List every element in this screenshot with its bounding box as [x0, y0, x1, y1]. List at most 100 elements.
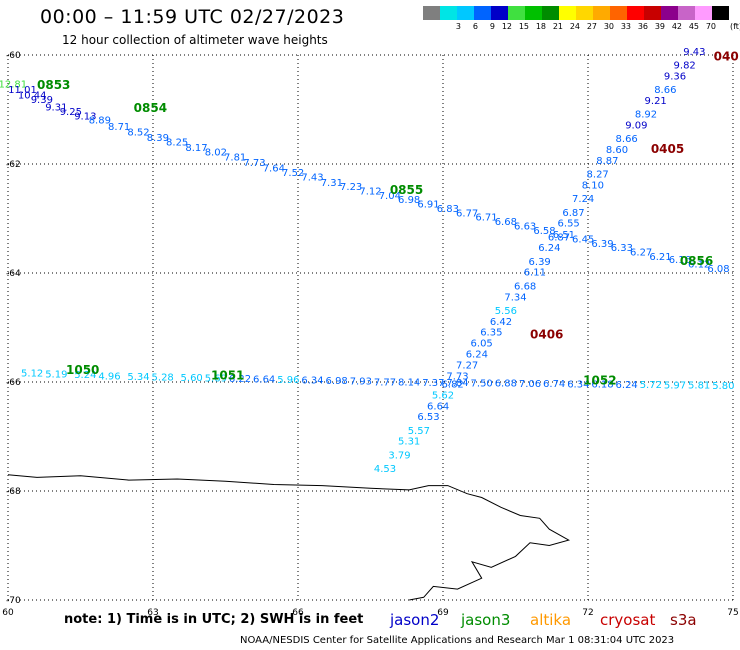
wave-height-point: 6.33 — [611, 243, 633, 254]
wave-height-point: 3.79 — [388, 450, 410, 461]
wave-height-point: 8.66 — [654, 85, 676, 96]
wave-height-point: 7.84 — [446, 378, 468, 389]
wave-height-point: 7.24 — [572, 194, 594, 205]
wave-height-point: 6.88 — [495, 378, 517, 389]
wave-height-point: 6.42 — [490, 317, 512, 328]
wave-height-point: 6.77 — [456, 208, 478, 219]
wave-height-point: 5.57 — [408, 426, 430, 437]
legend-label: 30 — [603, 22, 614, 31]
wave-height-point: 6.64 — [427, 401, 449, 412]
wave-height-point: 6.39 — [591, 239, 613, 250]
satellite-name: jason3 — [461, 611, 511, 629]
legend-swatch: 70 — [695, 6, 716, 31]
wave-height-point: 6.87 — [562, 208, 584, 219]
wave-height-point: 6.83 — [437, 204, 459, 215]
legend-label: 12 — [501, 22, 512, 31]
wave-height-point: 7.23 — [340, 182, 362, 193]
wave-height-point: 6.91 — [417, 200, 439, 211]
y-tick-label: -62 — [6, 160, 21, 170]
wave-height-point: 7.31 — [321, 178, 343, 189]
wave-height-point: 5.34 — [127, 372, 149, 383]
wave-height-point: 6.24 — [466, 349, 488, 360]
wave-height-point: 5.62 — [432, 390, 454, 401]
wave-height-point: 9.36 — [664, 72, 686, 83]
wave-height-point: 6.22 — [229, 374, 251, 385]
wave-height-point: 9.82 — [674, 61, 696, 72]
wave-height-point: 7.93 — [350, 377, 372, 388]
wave-height-point: 7.43 — [301, 172, 323, 183]
legend-swatch: 45 — [678, 6, 699, 31]
wave-height-point: 5.96 — [277, 375, 299, 386]
wave-height-point: 6.08 — [707, 264, 729, 275]
wave-height-point: 8.39 — [147, 133, 169, 144]
wave-height-point: 11.01 — [8, 85, 37, 96]
wave-height-point: 5.72 — [640, 380, 662, 391]
legend-label: 33 — [620, 22, 631, 31]
legend-label: 42 — [671, 22, 682, 31]
legend-label: 24 — [569, 22, 580, 31]
wave-height-point: 6.45 — [572, 234, 594, 245]
y-tick-label: -64 — [6, 269, 21, 279]
wave-height-point: 9.21 — [645, 96, 667, 107]
satellite-name: cryosat — [600, 611, 656, 629]
wave-height-point: 9.25 — [60, 107, 82, 118]
wave-height-point: 7.12 — [359, 187, 381, 198]
wave-height-point: 6.68 — [514, 281, 536, 292]
legend-swatch: 18 — [525, 6, 546, 31]
wave-height-point: 5.81 — [688, 381, 710, 392]
legend-swatch — [423, 6, 440, 20]
wave-height-point: 6.34 — [567, 379, 589, 390]
satellite-name: s3a — [670, 611, 697, 629]
wave-height-point: 6.27 — [630, 248, 652, 259]
legend-swatch: 3 — [440, 6, 461, 31]
wave-height-point: 7.64 — [263, 164, 285, 175]
legend-swatch: 21 — [542, 6, 563, 31]
legend-swatch: 27 — [576, 6, 597, 31]
wave-height-point: 5.56 — [495, 306, 517, 317]
pass-time-label: 0856 — [680, 254, 713, 268]
wave-height-point: 6.21 — [649, 252, 671, 263]
legend-label: 3 — [455, 22, 461, 31]
wave-height-point: 9.43 — [683, 47, 705, 58]
wave-height-point: 5.24 — [74, 370, 96, 381]
wave-height-point: 5.69 — [205, 373, 227, 384]
wave-height-point: 6.74 — [543, 379, 565, 390]
footer-credit: NOAA/NESDIS Center for Satellite Applica… — [240, 635, 675, 646]
wave-height-point: 7.37 — [422, 378, 444, 389]
chart-title: 00:00 – 11:59 UTC 02/27/2023 — [40, 6, 345, 28]
legend-label: 6 — [472, 22, 478, 31]
color-scale-legend: 3 6 9 12 15 18 21 24 27 30 33 36 39 42 45 70 — [423, 6, 729, 31]
wave-height-point: 6.12 — [688, 260, 710, 271]
pass-time-label: 0853 — [37, 78, 70, 92]
wave-height-point: 12.81 — [0, 80, 27, 91]
wave-height-point: 7.73 — [243, 158, 265, 169]
coastline — [7, 474, 571, 601]
wave-height-point: 8.25 — [166, 137, 188, 148]
wave-height-point: 6.68 — [495, 217, 517, 228]
wave-height-point: 8.66 — [616, 134, 638, 145]
wave-height-point: 6.98 — [326, 376, 348, 387]
wave-height-point: 6.63 — [514, 221, 536, 232]
pass-time-label: 0406 — [530, 327, 563, 341]
legend-swatch: 36 — [627, 6, 648, 31]
wave-height-point: 7.50 — [471, 378, 493, 389]
wave-height-point: 7.34 — [504, 292, 526, 303]
legend-swatch: 39 — [644, 6, 665, 31]
x-tick-label: 63 — [147, 608, 158, 618]
legend-label: 18 — [535, 22, 546, 31]
wave-height-point: 8.17 — [185, 143, 207, 154]
wave-height-point: 6.98 — [398, 195, 420, 206]
x-tick-label: 72 — [582, 608, 593, 618]
y-tick-label: -66 — [6, 378, 21, 388]
chart-subtitle: 12 hour collection of altimeter wave hei… — [62, 33, 328, 47]
wave-height-point: 8.87 — [596, 156, 618, 167]
wave-height-point: 7.06 — [519, 379, 541, 390]
wave-height-point: 7.04 — [379, 191, 401, 202]
legend-swatch: 24 — [559, 6, 580, 31]
satellite-name: altika — [530, 611, 572, 629]
wave-height-point: 4.53 — [374, 464, 396, 475]
wave-height-point: 6.11 — [524, 268, 546, 279]
footer-note: note: 1) Time is in UTC; 2) SWH is in fe… — [64, 612, 364, 627]
wave-height-point: 6.64 — [253, 375, 275, 386]
